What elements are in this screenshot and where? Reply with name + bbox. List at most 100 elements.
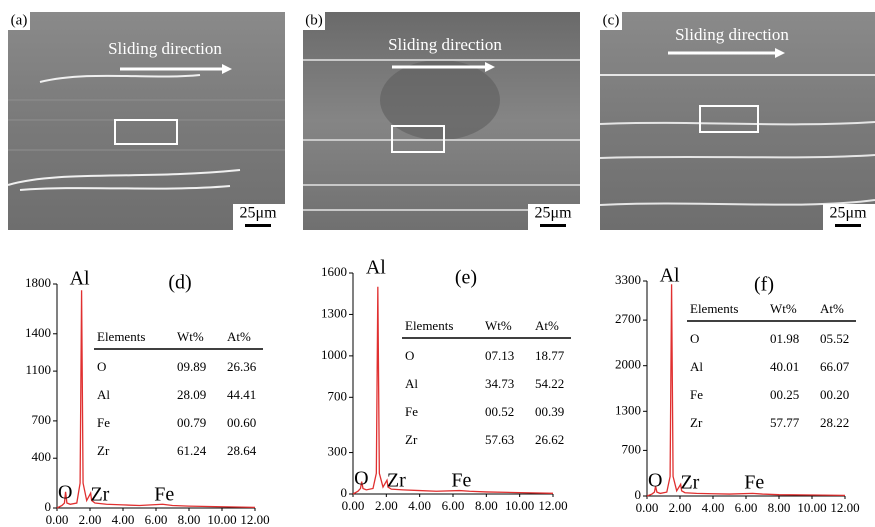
table-cell: Fe	[97, 415, 110, 430]
x-tick-label: 10.00	[505, 498, 534, 513]
table-cell: 26.62	[535, 432, 564, 447]
peak-label: O	[648, 470, 662, 492]
panel-label: (c)	[603, 12, 620, 28]
table-cell: 05.52	[820, 331, 849, 346]
peak-label: O	[58, 482, 72, 504]
table-header: Elements	[97, 329, 145, 344]
table-cell: Zr	[405, 432, 418, 447]
table-cell: 00.79	[177, 415, 206, 430]
table-cell: 00.25	[770, 387, 799, 402]
x-tick-label: 12.00	[830, 500, 859, 515]
y-tick-label: 1400	[25, 325, 51, 340]
table-cell: 28.09	[177, 387, 206, 402]
table-header: At%	[227, 329, 251, 344]
table-header: Wt%	[485, 318, 512, 333]
y-tick-label: 2700	[615, 311, 641, 326]
table-cell: 09.89	[177, 359, 206, 374]
peak-label: Al	[366, 257, 386, 279]
x-tick-label: 6.00	[735, 500, 758, 515]
x-tick-label: 10.00	[797, 500, 826, 515]
x-tick-label: 8.00	[768, 500, 791, 515]
y-tick-label: 1600	[321, 264, 347, 279]
table-cell: 01.98	[770, 331, 799, 346]
x-tick-label: 12.00	[240, 512, 269, 527]
y-tick-label: 1100	[25, 362, 51, 377]
x-tick-label: 0.00	[636, 500, 659, 515]
x-tick-label: 2.00	[375, 498, 398, 513]
figure: (a)Sliding direction25μm (b)Sliding dire…	[0, 0, 875, 527]
panel-label: (e)	[455, 267, 477, 289]
peak-label: Al	[660, 265, 680, 287]
table-cell: 44.41	[227, 387, 256, 402]
sem-panel-b: (b)Sliding direction25μm	[303, 12, 580, 230]
x-tick-label: 0.00	[46, 512, 69, 527]
table-cell: Fe	[690, 387, 703, 402]
peak-label: O	[354, 468, 368, 490]
peak-label: Zr	[680, 472, 699, 494]
table-header: Wt%	[770, 301, 797, 316]
table-cell: Al	[690, 359, 703, 374]
y-tick-label: 700	[622, 441, 642, 456]
y-tick-label: 700	[32, 412, 52, 427]
table-cell: 61.24	[177, 443, 207, 458]
caption: Sliding direction	[108, 39, 222, 58]
table-cell: Al	[97, 387, 110, 402]
table-header: Elements	[405, 318, 453, 333]
table-cell: 34.73	[485, 376, 514, 391]
table-cell: 57.63	[485, 432, 514, 447]
spectrum-line	[57, 290, 255, 508]
table-cell: 00.20	[820, 387, 849, 402]
spectrum-line	[647, 284, 845, 496]
y-tick-label: 1800	[25, 275, 51, 290]
table-cell: Fe	[405, 404, 418, 419]
panel-label: (f)	[754, 274, 774, 296]
x-tick-label: 10.00	[207, 512, 236, 527]
scale-text: 25μm	[829, 205, 867, 222]
sem-panel-a: (a) Sliding direction 25μm	[8, 12, 285, 230]
table-cell: 07.13	[485, 348, 514, 363]
panel-label: (d)	[168, 272, 191, 294]
table-cell: 57.77	[770, 415, 800, 430]
table-header: At%	[820, 301, 844, 316]
table-cell: 28.64	[227, 443, 257, 458]
peak-label: Zr	[90, 484, 109, 506]
caption: Sliding direction	[388, 35, 502, 54]
x-tick-label: 4.00	[408, 498, 431, 513]
x-tick-label: 4.00	[112, 512, 135, 527]
table-cell: O	[405, 348, 414, 363]
scale-bar	[245, 224, 271, 227]
peak-label: Fe	[451, 470, 471, 492]
x-tick-label: 6.00	[145, 512, 168, 527]
table-cell: 40.01	[770, 359, 799, 374]
x-tick-label: 8.00	[178, 512, 201, 527]
table-cell: Al	[405, 376, 418, 391]
table-header: Elements	[690, 301, 738, 316]
x-tick-label: 2.00	[669, 500, 692, 515]
peak-label: Al	[70, 268, 90, 290]
caption: Sliding direction	[675, 25, 789, 44]
y-tick-label: 1300	[615, 402, 641, 417]
scale-bar	[835, 224, 861, 227]
table-cell: Zr	[97, 443, 110, 458]
table-cell: 00.60	[227, 415, 256, 430]
table-cell: 00.52	[485, 404, 514, 419]
scale-text: 25μm	[239, 205, 277, 222]
table-cell: 54.22	[535, 376, 564, 391]
peak-label: Fe	[744, 472, 764, 494]
panel-label: (a)	[11, 12, 28, 28]
x-tick-label: 12.00	[538, 498, 567, 513]
y-tick-label: 3300	[615, 272, 641, 287]
table-cell: 28.22	[820, 415, 849, 430]
x-tick-label: 6.00	[442, 498, 465, 513]
peak-label: Fe	[154, 484, 174, 506]
table-cell: 26.36	[227, 359, 257, 374]
y-tick-label: 2000	[615, 357, 641, 372]
table-cell: 66.07	[820, 359, 850, 374]
peak-label: Zr	[387, 470, 406, 492]
scale-text: 25μm	[534, 205, 572, 222]
table-header: At%	[535, 318, 559, 333]
table-cell: 18.77	[535, 348, 565, 363]
x-tick-label: 2.00	[79, 512, 102, 527]
y-tick-label: 300	[328, 444, 348, 459]
x-tick-label: 0.00	[342, 498, 365, 513]
